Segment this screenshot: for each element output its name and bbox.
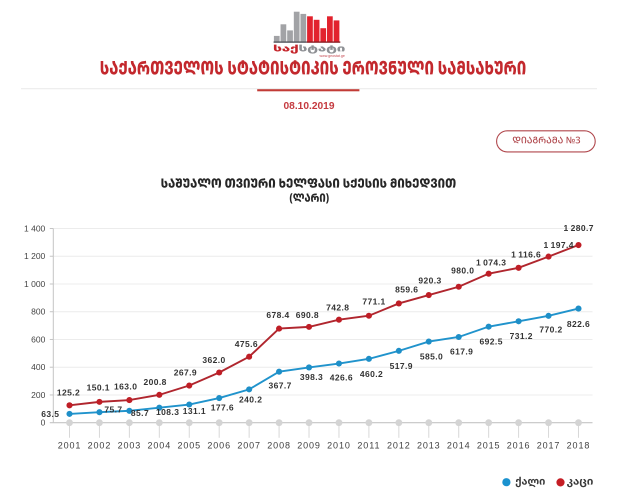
svg-text:2008: 2008 bbox=[267, 440, 291, 450]
svg-text:63.5: 63.5 bbox=[41, 409, 59, 419]
svg-text:150.1: 150.1 bbox=[87, 383, 110, 393]
svg-text:859.6: 859.6 bbox=[395, 285, 418, 295]
svg-text:2009: 2009 bbox=[297, 440, 321, 450]
svg-text:2017: 2017 bbox=[537, 440, 561, 450]
svg-text:1 116.6: 1 116.6 bbox=[511, 250, 541, 260]
svg-text:2018: 2018 bbox=[567, 440, 591, 450]
svg-text:2006: 2006 bbox=[207, 440, 231, 450]
svg-text:125.2: 125.2 bbox=[57, 388, 80, 398]
svg-text:585.0: 585.0 bbox=[420, 352, 443, 362]
svg-text:822.6: 822.6 bbox=[567, 319, 590, 329]
svg-text:2005: 2005 bbox=[177, 440, 201, 450]
svg-text:08.10.2019: 08.10.2019 bbox=[284, 101, 335, 112]
svg-text:475.6: 475.6 bbox=[235, 339, 258, 349]
svg-text:2010: 2010 bbox=[327, 440, 351, 450]
svg-text:177.6: 177.6 bbox=[211, 402, 234, 412]
svg-text:163.0: 163.0 bbox=[114, 382, 137, 392]
svg-text:75.7: 75.7 bbox=[104, 405, 122, 415]
svg-text:1 400: 1 400 bbox=[24, 224, 46, 234]
svg-text:200: 200 bbox=[31, 390, 45, 400]
svg-text:692.5: 692.5 bbox=[480, 336, 503, 346]
svg-text:2012: 2012 bbox=[387, 440, 411, 450]
svg-text:800: 800 bbox=[31, 307, 45, 317]
svg-text:240.2: 240.2 bbox=[239, 395, 262, 405]
svg-text:678.4: 678.4 bbox=[266, 310, 289, 320]
svg-text:2007: 2007 bbox=[237, 440, 261, 450]
svg-text:600: 600 bbox=[31, 334, 45, 344]
svg-text:267.9: 267.9 bbox=[174, 367, 197, 377]
svg-text:www.geostat.ge: www.geostat.ge bbox=[320, 54, 345, 58]
svg-text:1 074.3: 1 074.3 bbox=[476, 258, 507, 268]
svg-text:2002: 2002 bbox=[88, 440, 112, 450]
svg-text:770.2: 770.2 bbox=[539, 325, 562, 335]
svg-text:1 197.4: 1 197.4 bbox=[543, 240, 574, 250]
svg-text:200.8: 200.8 bbox=[143, 377, 166, 387]
svg-text:2003: 2003 bbox=[118, 440, 142, 450]
svg-text:690.8: 690.8 bbox=[296, 310, 319, 320]
svg-text:731.2: 731.2 bbox=[510, 331, 533, 341]
svg-text:2001: 2001 bbox=[58, 440, 82, 450]
svg-text:2004: 2004 bbox=[148, 440, 172, 450]
svg-text:980.0: 980.0 bbox=[451, 266, 474, 276]
svg-text:2015: 2015 bbox=[477, 440, 501, 450]
svg-text:460.2: 460.2 bbox=[360, 369, 383, 379]
svg-text:517.9: 517.9 bbox=[390, 361, 413, 371]
svg-text:362.0: 362.0 bbox=[202, 355, 225, 365]
svg-text:2011: 2011 bbox=[357, 440, 380, 450]
svg-text:108.3: 108.3 bbox=[156, 407, 179, 417]
svg-text:1 200: 1 200 bbox=[24, 251, 46, 261]
svg-text:0: 0 bbox=[41, 418, 46, 428]
svg-text:398.3: 398.3 bbox=[300, 372, 323, 382]
svg-text:426.6: 426.6 bbox=[330, 373, 353, 383]
svg-text:742.8: 742.8 bbox=[326, 303, 349, 313]
svg-text:2014: 2014 bbox=[447, 440, 471, 450]
svg-text:131.1: 131.1 bbox=[183, 406, 206, 416]
svg-text:367.7: 367.7 bbox=[268, 381, 291, 391]
svg-text:2013: 2013 bbox=[417, 440, 441, 450]
svg-text:920.3: 920.3 bbox=[418, 276, 441, 286]
svg-text:2016: 2016 bbox=[507, 440, 531, 450]
svg-text:771.1: 771.1 bbox=[362, 297, 385, 307]
svg-text:400: 400 bbox=[31, 362, 45, 372]
svg-text:1 280.7: 1 280.7 bbox=[563, 223, 594, 233]
svg-text:1 000: 1 000 bbox=[24, 279, 46, 289]
svg-text:617.9: 617.9 bbox=[450, 347, 473, 357]
svg-text:85.7: 85.7 bbox=[131, 408, 149, 418]
